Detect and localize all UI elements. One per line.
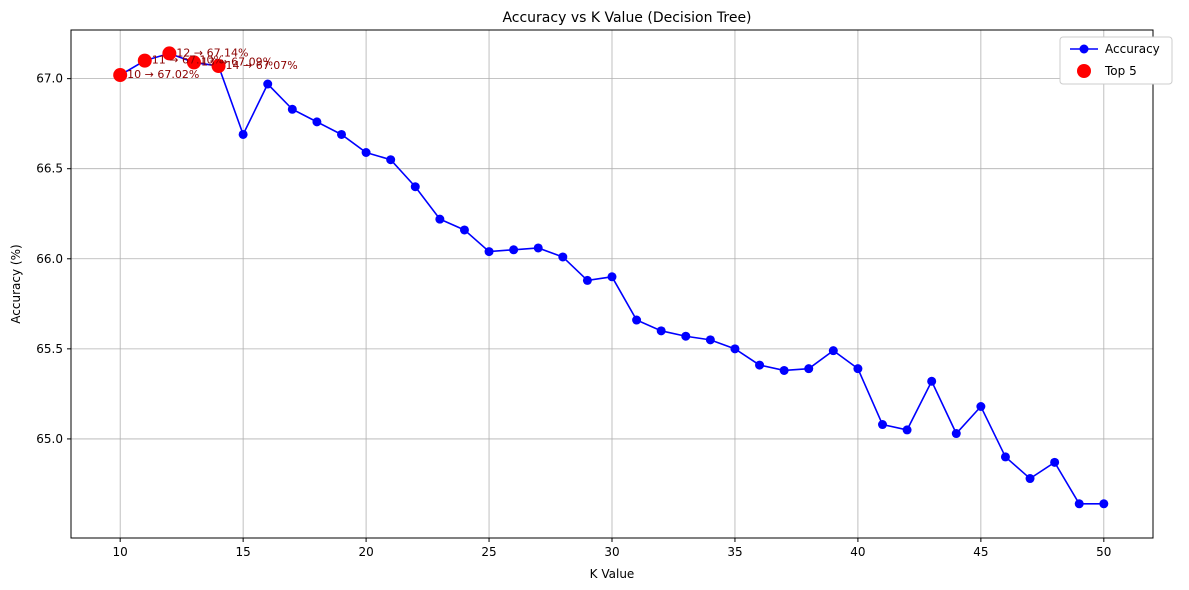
- accuracy-point: [1050, 457, 1060, 467]
- accuracy-point: [263, 79, 273, 89]
- y-tick-label: 65.5: [36, 342, 63, 356]
- accuracy-point: [361, 147, 371, 157]
- top5-point: [137, 53, 152, 68]
- accuracy-point: [1099, 499, 1109, 509]
- accuracy-point: [1000, 452, 1010, 462]
- x-tick-label: 15: [235, 545, 250, 559]
- accuracy-point: [459, 225, 469, 235]
- grid-lines: [71, 30, 1153, 538]
- accuracy-point: [1025, 474, 1035, 484]
- accuracy-point: [976, 401, 986, 411]
- top5-point: [113, 68, 128, 83]
- y-tick-label: 67.0: [36, 72, 63, 86]
- accuracy-point: [705, 335, 715, 345]
- legend-top5-marker: [1077, 64, 1091, 78]
- top5-annotation: 14 → 67.07%: [226, 59, 298, 72]
- chart-title: Accuracy vs K Value (Decision Tree): [502, 10, 751, 26]
- top5-point: [186, 55, 201, 70]
- accuracy-point: [386, 155, 396, 165]
- x-tick-label: 30: [604, 545, 619, 559]
- accuracy-point: [582, 275, 592, 285]
- accuracy-point: [927, 376, 937, 386]
- accuracy-point: [828, 346, 838, 356]
- accuracy-point: [755, 360, 765, 370]
- accuracy-point: [484, 247, 494, 257]
- top5-annotation: 12 → 67.14%: [176, 46, 248, 59]
- y-tick-label: 66.0: [36, 252, 63, 266]
- accuracy-point: [287, 104, 297, 114]
- accuracy-point: [607, 272, 617, 282]
- accuracy-point: [312, 117, 322, 127]
- axis-ticks: 10 15 20 25 30 35 40 45 50 65.0 65.5 66.0 66.5 67.0: [36, 72, 1111, 559]
- accuracy-point: [681, 331, 691, 341]
- x-tick-label: 40: [850, 545, 865, 559]
- top5-point: [162, 46, 177, 61]
- top5-series: [113, 46, 226, 83]
- accuracy-point: [435, 214, 445, 224]
- x-tick-label: 50: [1096, 545, 1111, 559]
- x-tick-label: 20: [358, 545, 373, 559]
- accuracy-point: [410, 182, 420, 192]
- accuracy-point: [779, 365, 789, 375]
- accuracy-point: [1074, 499, 1084, 509]
- legend-accuracy-label: Accuracy: [1105, 42, 1160, 56]
- x-tick-label: 25: [481, 545, 496, 559]
- legend: Accuracy Top 5: [1059, 36, 1173, 85]
- top5-point: [211, 59, 226, 74]
- top5-annotation: 13 → 67.09%: [201, 55, 273, 68]
- x-tick-label: 10: [113, 545, 128, 559]
- legend-top5-label: Top 5: [1104, 64, 1137, 78]
- accuracy-series: [115, 48, 1109, 509]
- accuracy-point: [951, 429, 961, 439]
- accuracy-point: [804, 364, 814, 374]
- accuracy-point: [730, 344, 740, 354]
- accuracy-point: [656, 326, 666, 336]
- accuracy-point: [533, 243, 543, 253]
- accuracy-point: [509, 245, 519, 255]
- y-tick-label: 66.5: [36, 162, 63, 176]
- top5-annotation: 11 → 67.10%: [152, 54, 224, 67]
- accuracy-point: [558, 252, 568, 262]
- accuracy-point: [238, 129, 248, 139]
- legend-accuracy-marker: [1079, 44, 1089, 54]
- top5-annotation: 10 → 67.02%: [127, 68, 199, 81]
- accuracy-point: [632, 315, 642, 325]
- plot-frame: [70, 29, 1154, 539]
- accuracy-point: [878, 420, 887, 430]
- accuracy-point: [853, 364, 863, 374]
- x-tick-label: 35: [727, 545, 742, 559]
- annotations: 10 → 67.02%11 → 67.10%12 → 67.14%13 → 67…: [127, 46, 298, 81]
- y-tick-label: 65.0: [36, 432, 63, 446]
- accuracy-point: [902, 425, 912, 435]
- x-tick-label: 45: [973, 545, 988, 559]
- accuracy-point: [337, 129, 346, 139]
- y-axis-label: Accuracy (%): [9, 244, 23, 323]
- x-axis-label: K Value: [590, 567, 635, 581]
